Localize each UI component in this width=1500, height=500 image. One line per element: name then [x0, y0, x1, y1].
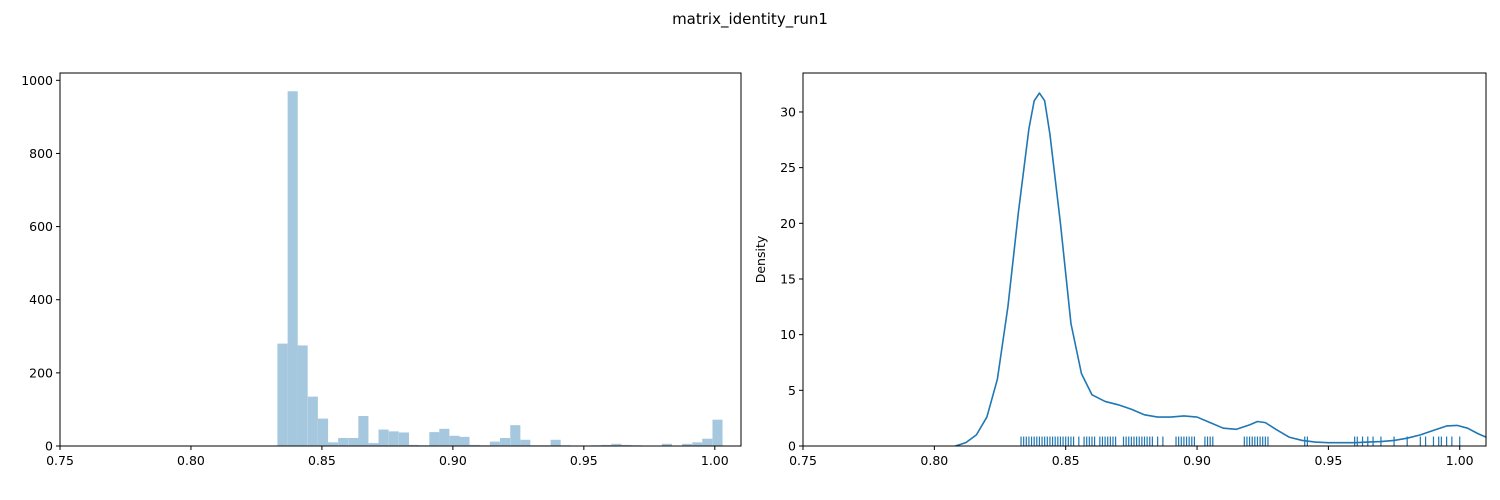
histogram-bar — [692, 442, 703, 446]
histogram-bar — [469, 444, 480, 446]
kde-x-tick-label: 1.00 — [1446, 453, 1474, 468]
histogram-bar — [398, 432, 410, 446]
histogram-bar — [489, 441, 500, 446]
hist-x-tick-label: 0.95 — [570, 453, 598, 468]
kde-x-tick-label: 0.95 — [1314, 453, 1342, 468]
histogram-bar — [368, 443, 379, 446]
kde-x-tick-label: 0.85 — [1052, 453, 1080, 468]
histogram-bar — [338, 437, 349, 446]
figure-suptitle: matrix_identity_run1 — [672, 10, 828, 29]
histogram-axes: 0.75 0.80 0.85 0.90 0.95 1.00 0 200 400 600 800 100… — [21, 72, 742, 468]
histogram-bar — [702, 438, 713, 446]
kde-x-tick-label: 0.90 — [1183, 453, 1211, 468]
kde-y-tick-label: 20 — [780, 216, 796, 231]
histogram-bar — [358, 416, 369, 446]
histogram-bar — [621, 444, 632, 446]
hist-x-tick-label: 0.80 — [177, 453, 205, 468]
hist-y-tick-label: 800 — [29, 146, 53, 161]
kde-y-tick-label: 15 — [780, 271, 796, 286]
kde-line — [955, 92, 1486, 446]
histogram-bar — [307, 396, 318, 446]
histogram-bar — [297, 345, 308, 446]
hist-y-tick-label: 0 — [45, 439, 53, 454]
histogram-bar — [348, 437, 359, 446]
hist-y-tick-label: 1000 — [21, 73, 53, 88]
histogram-bar — [520, 439, 531, 446]
hist-x-tick-label: 0.90 — [439, 453, 467, 468]
histogram-bar — [408, 444, 419, 446]
hist-y-tick-label: 600 — [29, 219, 53, 234]
histogram-bar — [550, 439, 561, 446]
kde-y-tick-label: 25 — [780, 160, 796, 175]
kde-x-tick-label: 0.75 — [789, 453, 817, 468]
kde-y-axis-label: Density — [753, 235, 768, 283]
histogram-bar — [277, 343, 288, 446]
histogram-bar — [439, 428, 450, 446]
histogram-bar — [712, 419, 723, 446]
histogram-bar — [327, 442, 339, 446]
histogram-bar — [317, 418, 329, 446]
histogram-bar — [449, 435, 460, 446]
histogram-bar — [388, 431, 399, 446]
histogram-bar — [510, 425, 521, 446]
hist-frame — [59, 72, 742, 447]
kde-frame — [802, 72, 1487, 447]
histogram-bar — [661, 443, 673, 446]
histogram-bar — [459, 436, 470, 446]
histogram-bar — [287, 91, 298, 447]
hist-x-tick-label: 0.75 — [46, 453, 74, 468]
histogram-bar — [378, 429, 389, 446]
histogram-bar — [682, 443, 693, 446]
kde-y-tick-label: 10 — [780, 327, 796, 342]
histogram-bar — [611, 443, 622, 446]
kde-x-tick-label: 0.80 — [920, 453, 948, 468]
hist-x-tick-label: 1.00 — [701, 453, 729, 468]
density-axes: 0.75 0.80 0.85 0.90 0.95 1.00 0 5 10 15 20 25 30 Dens… — [753, 72, 1487, 468]
hist-x-tick-label: 0.85 — [308, 453, 336, 468]
hist-y-tick-label: 400 — [29, 292, 53, 307]
histogram-bar — [429, 432, 440, 446]
histogram-bar — [500, 437, 511, 446]
hist-y-tick-label: 200 — [29, 365, 53, 380]
histogram-bar — [601, 444, 612, 446]
kde-y-tick-label: 30 — [780, 104, 796, 119]
kde-y-tick-label: 0 — [788, 439, 796, 454]
kde-y-tick-label: 5 — [788, 383, 796, 398]
